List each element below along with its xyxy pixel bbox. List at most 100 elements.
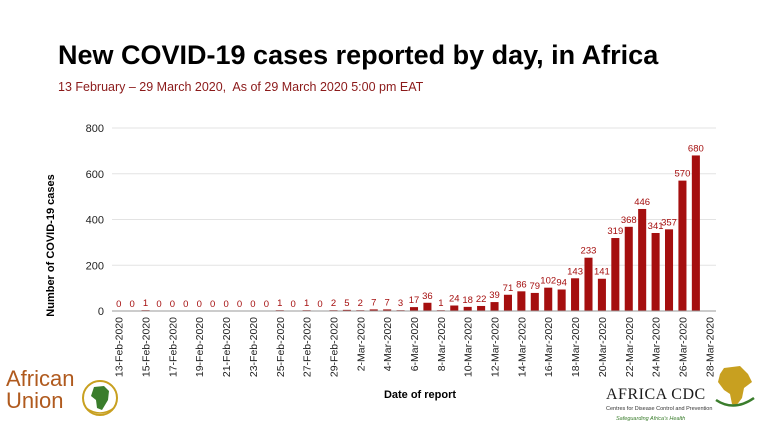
data-label: 18 — [462, 295, 473, 306]
bar — [369, 309, 378, 311]
data-label: 1 — [304, 298, 309, 309]
x-tick-label: 27-Feb-2020 — [302, 317, 314, 377]
data-label: 0 — [183, 299, 188, 310]
x-tick-label: 12-Mar-2020 — [490, 317, 502, 377]
x-tick-label: 25-Feb-2020 — [275, 317, 287, 377]
data-label: 357 — [661, 217, 677, 228]
y-axis-label: Number of COVID-19 cases — [45, 174, 57, 316]
bar — [557, 289, 566, 311]
x-tick-label: 29-Feb-2020 — [328, 317, 340, 377]
data-label: 7 — [371, 297, 376, 308]
data-label: 7 — [385, 297, 390, 308]
bar — [678, 180, 687, 311]
bar — [342, 309, 351, 311]
bar — [571, 278, 580, 311]
y-tick-label: 800 — [86, 123, 104, 135]
bar — [530, 292, 539, 311]
data-label: 0 — [210, 299, 215, 310]
data-label: 319 — [607, 226, 623, 237]
bar — [383, 309, 392, 311]
data-label: 39 — [489, 290, 500, 301]
bar — [490, 302, 499, 311]
bar — [651, 232, 660, 311]
data-label: 0 — [264, 299, 269, 310]
africa-cdc-subtitle: Centres for Disease Control and Preventi… — [606, 406, 713, 412]
bars — [141, 155, 700, 311]
data-label: 0 — [197, 299, 202, 310]
africa-cdc-logo: AFRICA CDC Centres for Disease Control a… — [606, 366, 756, 426]
x-axis-label: Date of report — [384, 389, 456, 401]
bar — [463, 306, 472, 311]
y-axis-ticks: 0 200 400 600 800 — [86, 123, 104, 318]
x-tick-label: 19-Feb-2020 — [194, 317, 206, 377]
y-tick-label: 400 — [86, 215, 104, 227]
x-tick-label: 6-Mar-2020 — [409, 317, 421, 371]
x-tick-label: 21-Feb-2020 — [221, 317, 233, 377]
x-tick-label: 20-Mar-2020 — [597, 317, 609, 377]
y-tick-label: 200 — [86, 260, 104, 272]
data-label: 0 — [237, 299, 242, 310]
data-label: 24 — [449, 294, 460, 305]
african-union-logo: African Union — [6, 368, 124, 420]
x-tick-label: 13-Feb-2020 — [114, 317, 126, 377]
data-label: 17 — [409, 295, 420, 306]
data-label: 143 — [567, 266, 583, 277]
bar — [423, 302, 432, 311]
data-label: 36 — [422, 291, 433, 302]
bar — [477, 305, 486, 311]
data-label: 0 — [156, 299, 161, 310]
x-tick-label: 22-Mar-2020 — [624, 317, 636, 377]
data-label: 341 — [648, 221, 664, 232]
data-label: 0 — [116, 299, 121, 310]
chart-subtitle: 13 February – 29 March 2020, As of 29 Ma… — [58, 80, 424, 94]
bar — [638, 208, 647, 311]
africa-cdc-name: AFRICA CDC — [606, 386, 706, 403]
x-tick-label: 2-Mar-2020 — [355, 317, 367, 371]
data-label: 141 — [594, 267, 610, 278]
data-label: 102 — [540, 276, 556, 287]
data-label: 5 — [344, 298, 349, 309]
data-label: 3 — [398, 298, 403, 309]
data-label: 0 — [223, 299, 228, 310]
bar — [664, 229, 674, 311]
data-label: 0 — [129, 299, 134, 310]
data-label: 79 — [530, 281, 541, 292]
chart-title: New COVID-19 cases reported by day, in A… — [58, 40, 659, 70]
x-tick-label: 26-Mar-2020 — [677, 317, 689, 377]
x-tick-label: 23-Feb-2020 — [248, 317, 260, 377]
africa-cdc-tagline: Safeguarding Africa's Health — [616, 416, 686, 422]
bar — [611, 238, 620, 311]
data-label: 0 — [250, 299, 255, 310]
data-label: 1 — [143, 298, 148, 309]
x-tick-label: 15-Feb-2020 — [141, 317, 153, 377]
bar — [409, 307, 419, 311]
x-tick-label: 24-Mar-2020 — [651, 317, 663, 377]
data-label: 86 — [516, 279, 527, 290]
bar — [597, 278, 606, 311]
african-union-wordmark: African Union — [6, 366, 75, 413]
data-label: 2 — [331, 298, 336, 309]
data-label: 22 — [476, 294, 487, 305]
data-label: 71 — [503, 283, 514, 294]
data-label: 368 — [621, 215, 637, 226]
africa-map-icon — [715, 366, 755, 407]
x-tick-label: 8-Mar-2020 — [436, 317, 448, 371]
bar — [624, 226, 633, 311]
x-tick-label: 18-Mar-2020 — [570, 317, 582, 377]
x-tick-label: 4-Mar-2020 — [382, 317, 394, 371]
data-label: 233 — [581, 246, 597, 257]
data-label: 570 — [675, 169, 691, 180]
x-tick-label: 10-Mar-2020 — [463, 317, 475, 377]
bar — [691, 155, 700, 311]
data-label: 680 — [688, 143, 704, 154]
data-label: 0 — [170, 299, 175, 310]
data-label: 1 — [277, 298, 282, 309]
x-tick-label: 17-Feb-2020 — [167, 317, 179, 377]
x-tick-label: 28-Mar-2020 — [704, 317, 716, 377]
x-tick-label: 14-Mar-2020 — [516, 317, 528, 377]
data-label: 94 — [556, 277, 567, 288]
bar — [450, 305, 459, 311]
bar — [517, 291, 526, 311]
